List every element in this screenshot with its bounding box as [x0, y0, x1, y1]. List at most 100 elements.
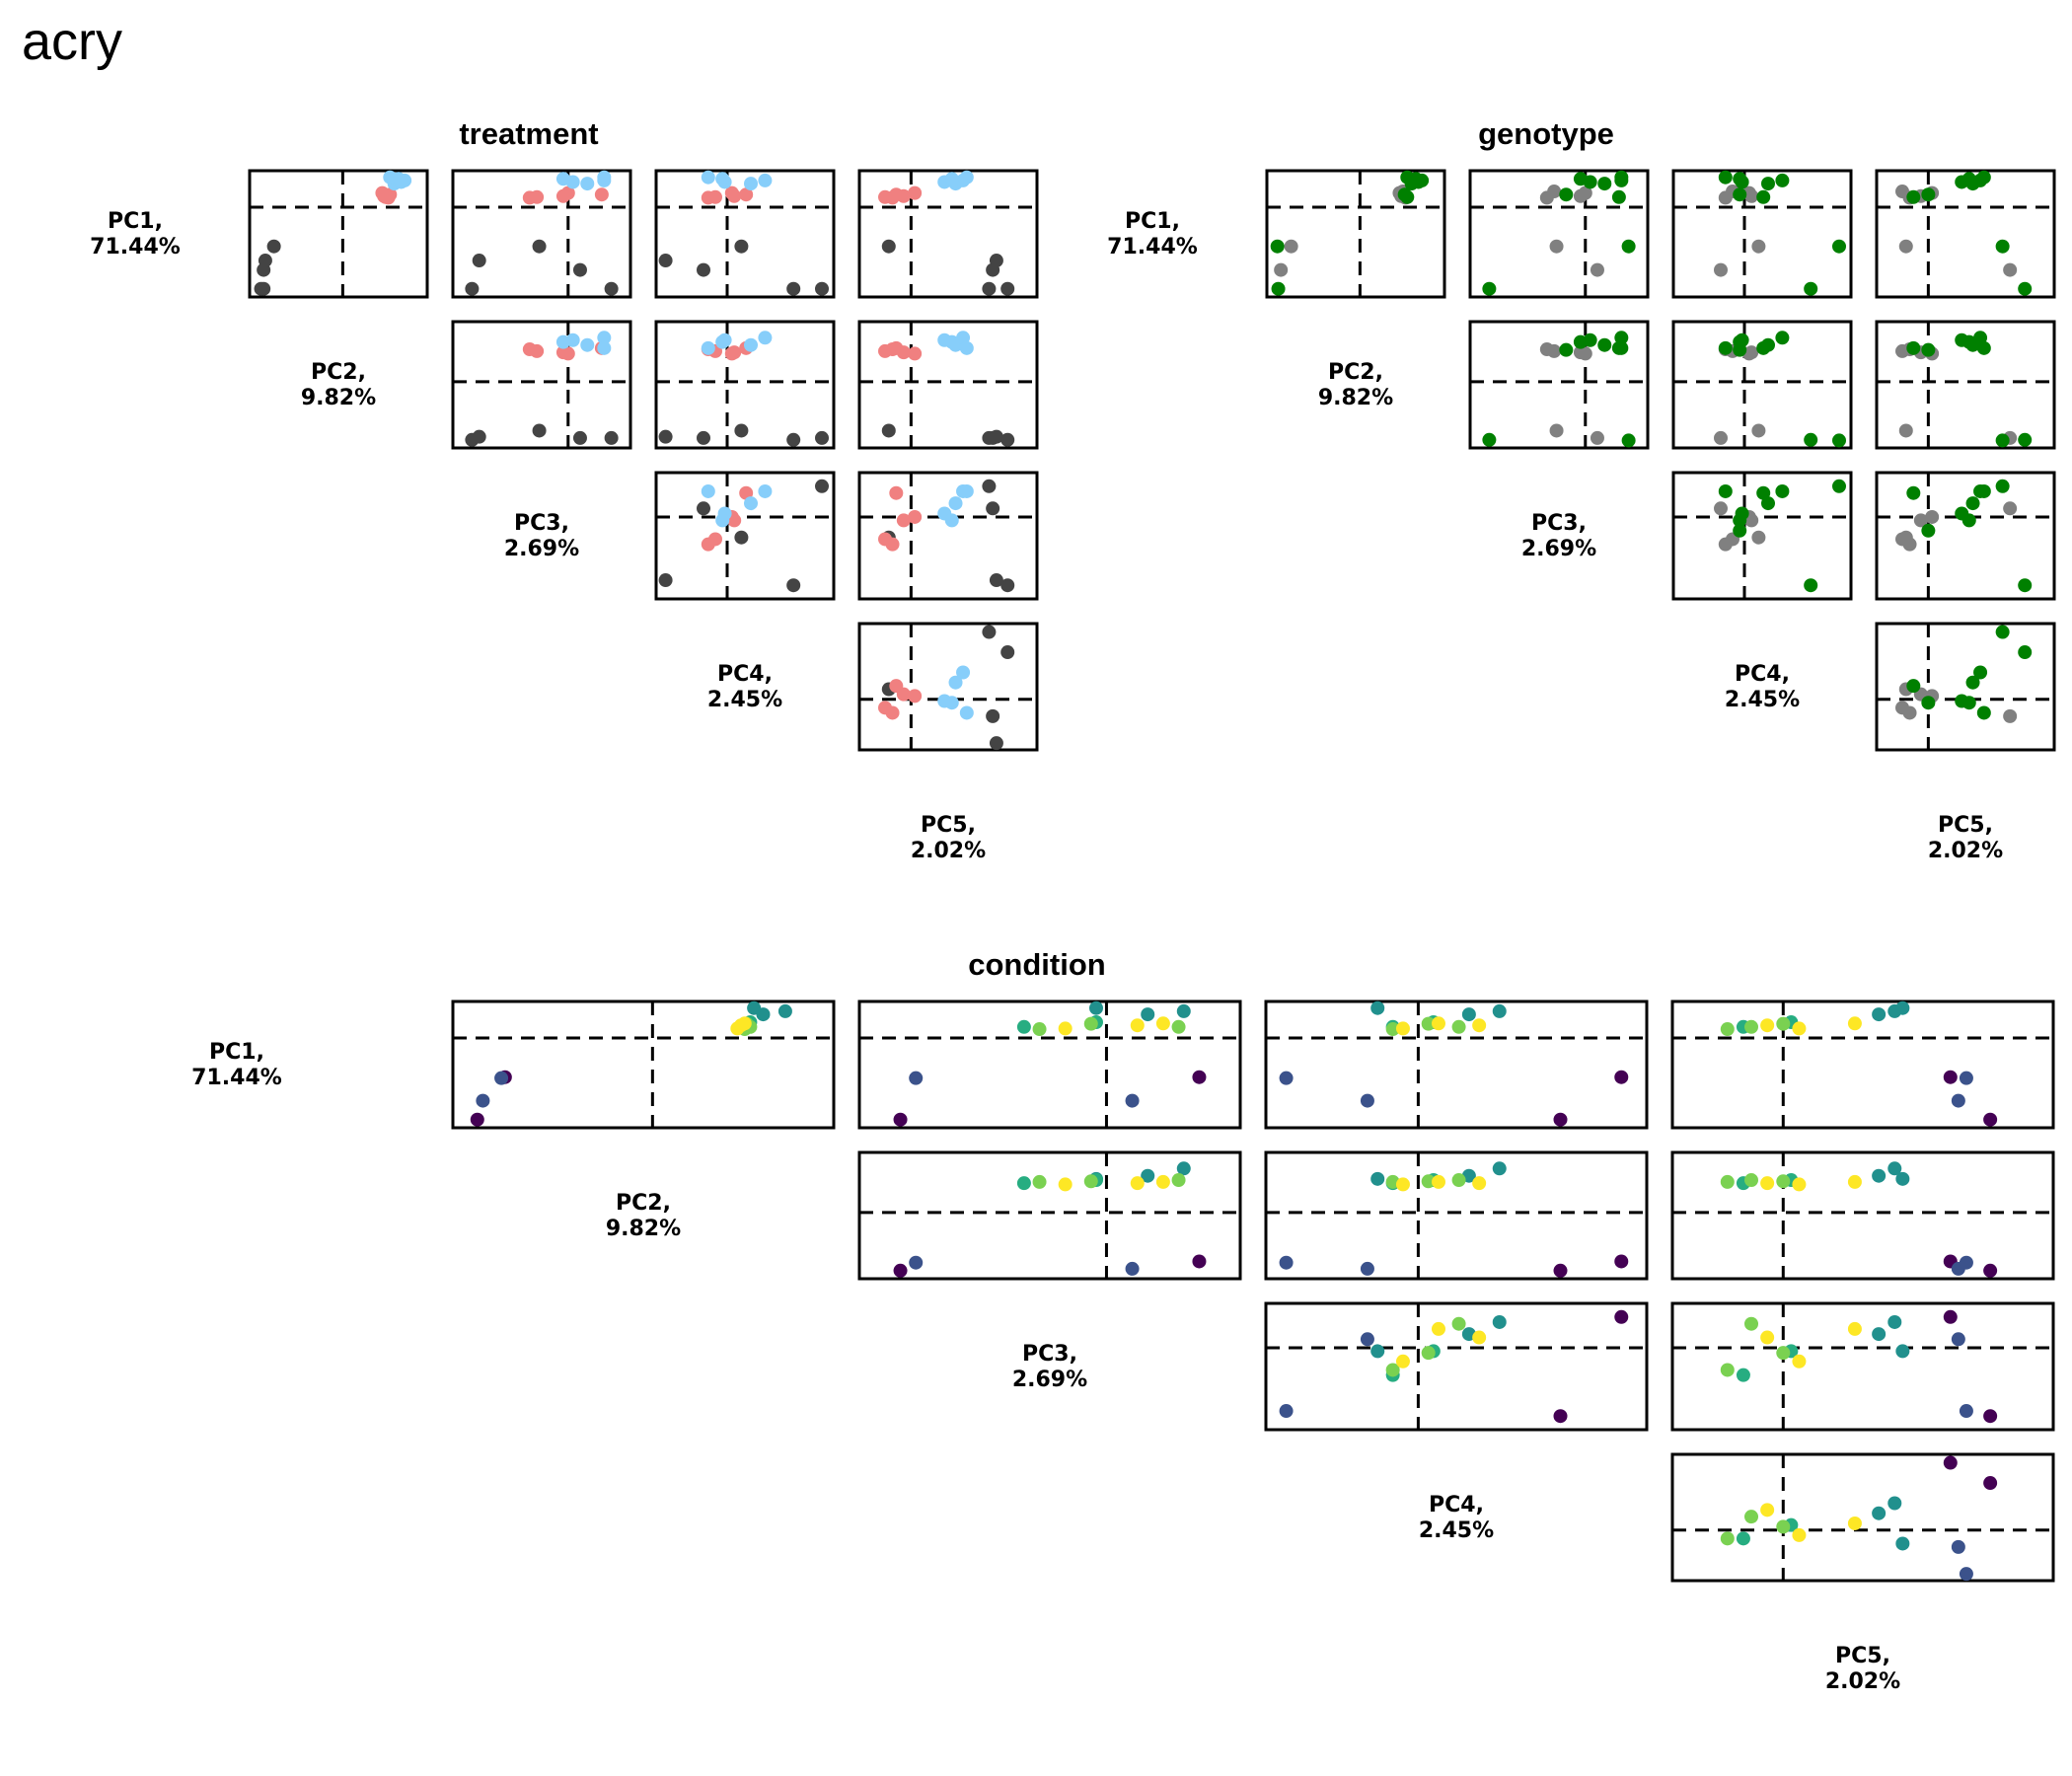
- data-point: [1995, 625, 2010, 639]
- data-point: [1421, 1016, 1436, 1031]
- data-point: [989, 254, 1003, 268]
- data-point: [1895, 185, 1910, 199]
- data-point: [701, 483, 715, 498]
- data-point: [1775, 483, 1790, 498]
- data-point: [744, 177, 758, 191]
- data-point: [1895, 1171, 1910, 1186]
- data-point: [1983, 1263, 1998, 1278]
- data-point: [734, 530, 749, 545]
- data-point: [1559, 187, 1574, 202]
- data-point: [1058, 1177, 1073, 1192]
- data-point: [1995, 433, 2010, 448]
- panel-grid-treatment: treatment PC1, 71.44% PC2, 9.82% PC3, 2.69% PC4…: [90, 116, 1039, 863]
- scatter-cell-treatment-pc4-vs-pc2: [654, 320, 836, 450]
- data-point: [1736, 1531, 1750, 1546]
- data-point: [555, 172, 570, 186]
- data-point: [1714, 430, 1728, 445]
- diag-label-treatment-pc5: PC5, 2.02%: [911, 813, 986, 863]
- data-point: [1270, 239, 1285, 254]
- data-point: [383, 170, 398, 185]
- data-point: [572, 262, 587, 277]
- data-point: [1983, 1476, 1998, 1491]
- data-point: [786, 281, 801, 296]
- data-point: [1995, 479, 2010, 493]
- data-point: [1614, 331, 1629, 345]
- diag-label-treatment-pc1: PC1, 71.44%: [90, 209, 181, 259]
- data-point: [1751, 239, 1766, 254]
- data-point: [908, 509, 923, 524]
- data-point: [1590, 430, 1604, 445]
- data-point: [1578, 346, 1592, 361]
- data-point: [1125, 1261, 1140, 1276]
- data-point: [1744, 1019, 1759, 1034]
- data-point: [1872, 1007, 1887, 1022]
- data-point: [739, 187, 754, 202]
- data-point: [715, 334, 730, 349]
- data-point: [1744, 1173, 1759, 1188]
- diag-label-treatment-pc4: PC4, 2.45%: [707, 662, 782, 712]
- scatter-cell-condition-pc5-vs-pc4: [1670, 1452, 2055, 1583]
- data-point: [893, 1263, 908, 1278]
- data-point: [1872, 1327, 1887, 1342]
- data-point: [908, 689, 923, 703]
- data-point: [1714, 501, 1728, 516]
- data-point: [1872, 1506, 1887, 1520]
- scatter-cell-condition-pc4-vs-pc1: [1264, 999, 1649, 1130]
- scatter-cell-genotype-pc4-vs-pc3: [1671, 471, 1853, 601]
- scatter-cell-genotype-pc2-vs-pc1: [1265, 169, 1446, 299]
- data-point: [1032, 1174, 1047, 1189]
- data-point: [697, 430, 710, 445]
- data-point: [1895, 701, 1910, 715]
- data-point: [724, 185, 739, 200]
- data-point: [1553, 1263, 1568, 1278]
- data-point: [889, 187, 904, 202]
- data-point: [1921, 523, 1936, 538]
- data-point: [1973, 331, 1988, 345]
- data-point: [786, 578, 801, 593]
- data-point: [594, 187, 609, 202]
- data-point: [1397, 187, 1412, 202]
- data-point: [1083, 1016, 1098, 1031]
- diag-label-condition-pc3: PC3, 2.69%: [1012, 1342, 1087, 1392]
- diag-label-condition-pc2: PC2, 9.82%: [606, 1191, 681, 1241]
- data-point: [476, 1093, 490, 1108]
- diag-label-condition-pc4: PC4, 2.45%: [1419, 1493, 1494, 1543]
- data-point: [739, 485, 754, 500]
- data-point: [1925, 509, 1940, 524]
- data-point: [1451, 1173, 1466, 1188]
- data-point: [1872, 1168, 1887, 1183]
- data-point: [1976, 705, 1991, 720]
- data-point: [944, 172, 959, 186]
- data-point: [1614, 1254, 1629, 1269]
- data-point: [1847, 1321, 1862, 1336]
- data-point: [1973, 665, 1988, 680]
- data-point: [1761, 177, 1775, 191]
- cell-frame: [1670, 1301, 2055, 1432]
- data-point: [1549, 239, 1564, 254]
- cell-frame: [248, 169, 429, 299]
- data-point: [959, 170, 974, 185]
- data-point: [737, 1016, 752, 1031]
- data-point: [1959, 1071, 1973, 1085]
- data-point: [1983, 1409, 1998, 1424]
- data-point: [1959, 1404, 1973, 1419]
- data-point: [1943, 1455, 1958, 1470]
- data-point: [878, 343, 893, 358]
- data-point: [744, 337, 758, 352]
- data-point: [878, 701, 893, 715]
- data-point: [889, 485, 904, 500]
- scatter-cell-condition-pc3-vs-pc1: [857, 999, 1242, 1130]
- data-point: [1951, 1093, 1965, 1108]
- diag-label-condition-pc5: PC5, 2.02%: [1825, 1644, 1900, 1694]
- data-point: [1155, 1016, 1170, 1031]
- diag-label-condition-pc1: PC1, 71.44%: [191, 1040, 282, 1090]
- data-point: [1744, 1510, 1759, 1524]
- data-point: [1718, 170, 1733, 185]
- data-point: [1573, 172, 1588, 186]
- data-point: [1775, 331, 1790, 345]
- scatter-cell-condition-pc5-vs-pc3: [1670, 1301, 2055, 1432]
- data-point: [1141, 1168, 1155, 1183]
- data-point: [1943, 1309, 1958, 1324]
- data-point: [1016, 1176, 1031, 1191]
- data-point: [1775, 173, 1790, 187]
